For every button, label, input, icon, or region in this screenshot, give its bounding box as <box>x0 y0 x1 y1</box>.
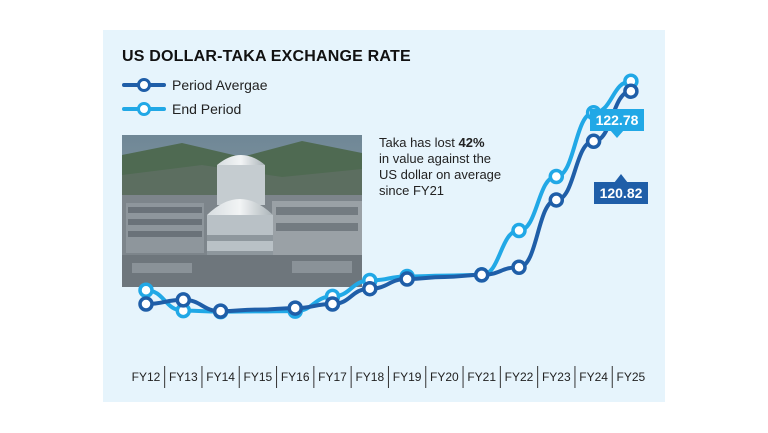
annotation-line4: since FY21 <box>379 183 445 198</box>
annotation-line2: in value against the <box>379 151 492 166</box>
annotation-line1: Taka has lost <box>379 135 459 150</box>
x-tick-label: FY22 <box>505 370 534 384</box>
x-tick-label: FY12 <box>132 370 161 384</box>
period-average-point <box>287 300 303 316</box>
period-average-point <box>548 192 565 208</box>
x-tick-label: FY24 <box>579 370 608 384</box>
period-average-point <box>138 296 154 312</box>
legend-label-end: End Period <box>172 101 242 117</box>
end-period-point <box>548 168 565 185</box>
x-axis: FY12 FY13 FY14 FY15 FY16 FY17 FY18 FY19 FY20 FY21… <box>132 366 646 388</box>
x-tick-label: FY14 <box>206 370 235 384</box>
legend-item-period-average: Period Avergae <box>122 77 267 93</box>
period-average-point <box>511 259 527 276</box>
callout-average: 120.82 <box>594 182 648 204</box>
x-tick-label: FY25 <box>617 370 646 384</box>
legend-item-end-period: End Period <box>122 101 241 117</box>
chart-title: US DOLLAR-TAKA EXCHANGE RATE <box>122 48 411 65</box>
x-tick-label: FY19 <box>393 370 422 384</box>
x-tick-label: FY21 <box>467 370 496 384</box>
x-tick-label: FY17 <box>318 370 347 384</box>
annotation-text: Taka has lost 42% in value against the U… <box>379 135 529 199</box>
callout-end-pointer <box>610 130 624 138</box>
end-period-point <box>138 282 154 298</box>
legend-swatch-average <box>122 78 166 92</box>
series-period-average <box>138 83 639 319</box>
x-tick-label: FY18 <box>355 370 384 384</box>
x-tick-label: FY15 <box>244 370 273 384</box>
x-tick-label: FY13 <box>169 370 198 384</box>
period-average-point <box>585 133 602 150</box>
callout-end-value: 122.78 <box>595 112 639 128</box>
plant-illustration <box>122 135 362 287</box>
x-tick-label: FY20 <box>430 370 459 384</box>
callout-average-pointer <box>614 174 628 183</box>
x-tick-label: FY16 <box>281 370 310 384</box>
legend-label-average: Period Avergae <box>172 77 268 93</box>
period-average-point <box>473 267 490 283</box>
x-tick-label: FY23 <box>542 370 571 384</box>
callout-end-period: 122.78 <box>590 109 644 131</box>
period-average-point <box>399 271 415 287</box>
period-average-point <box>175 292 192 308</box>
legend-swatch-end <box>122 102 166 116</box>
power-plant-photo <box>122 135 362 287</box>
annotation-highlight: 42% <box>458 135 485 150</box>
end-period-point <box>511 222 527 239</box>
period-average-point <box>362 280 378 297</box>
callout-average-value: 120.82 <box>599 185 643 201</box>
period-average-point <box>324 296 341 312</box>
period-average-point <box>212 303 229 319</box>
period-average-point <box>623 83 639 99</box>
annotation-line3: US dollar on average <box>379 167 502 182</box>
